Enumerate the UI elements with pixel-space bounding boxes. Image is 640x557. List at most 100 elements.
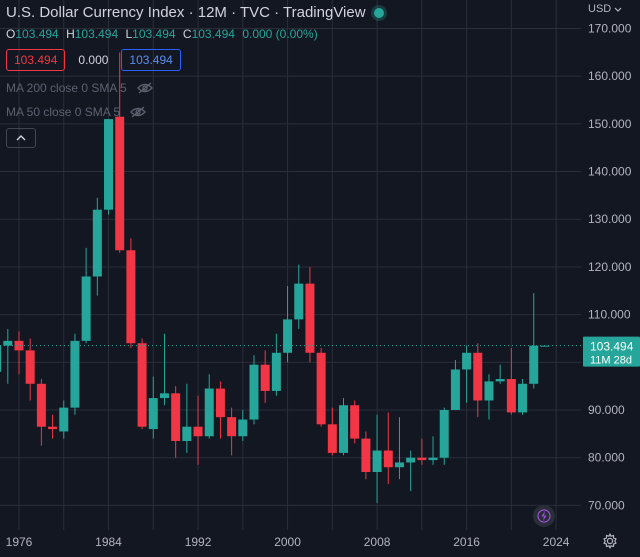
y-tick-label: 90.000: [588, 403, 625, 417]
candle-body: [3, 340, 13, 346]
candle-body: [115, 116, 125, 251]
candle: [3, 328, 13, 384]
candle: [294, 264, 304, 329]
y-tick-label: 170.000: [588, 21, 632, 35]
indicator-label: MA 200 close 0 SMA 5: [6, 81, 127, 95]
candle: [238, 410, 248, 442]
candle-body: [25, 350, 35, 384]
candle: [406, 450, 416, 492]
candle: [148, 376, 158, 439]
candle-body: [271, 352, 281, 391]
candle-body: [417, 457, 427, 461]
ohlc-change: 0.000 (0.00%): [242, 27, 318, 41]
x-tick-label: 1976: [6, 535, 33, 549]
ohlc-open-value: 103.494: [15, 27, 59, 41]
currency-selector[interactable]: USD: [588, 3, 622, 15]
chevron-down-icon: [614, 7, 622, 12]
candle: [529, 293, 539, 389]
candle: [361, 431, 371, 480]
candle-body: [0, 345, 2, 372]
lightning-icon: [537, 509, 551, 523]
ohlc-high-label: H: [66, 27, 75, 41]
candle-body: [148, 398, 158, 430]
x-axis[interactable]: 1976 1984 1992 2000 2008 2016 2024: [6, 535, 570, 549]
candle: [104, 119, 114, 215]
candle-body: [350, 405, 360, 439]
candle: [316, 348, 326, 427]
candle-body: [36, 383, 46, 427]
candle: [0, 345, 2, 372]
trade-boxes: 103.494 0.000 103.494: [6, 49, 181, 71]
candle-body: [81, 276, 91, 341]
indicator-label: MA 50 close 0 SMA 5: [6, 105, 121, 119]
x-tick-label: 2000: [274, 535, 301, 549]
x-tick-label: 1992: [185, 535, 212, 549]
ohlc-low-label: L: [125, 27, 133, 41]
candle: [36, 379, 46, 446]
buy-price-button[interactable]: 103.494: [121, 49, 181, 71]
currency-label: USD: [588, 3, 612, 15]
candle: [394, 417, 404, 480]
candle-body: [473, 352, 483, 401]
candle: [439, 407, 449, 465]
candle: [506, 348, 516, 415]
candle-body: [518, 383, 528, 413]
candle-body: [316, 352, 326, 425]
candle: [428, 436, 438, 465]
candle-body: [70, 340, 80, 408]
candle: [372, 414, 382, 504]
candle: [462, 345, 472, 403]
candle: [137, 338, 147, 430]
candle-body: [406, 457, 416, 463]
market-status-icon: [373, 8, 384, 19]
x-tick-label: 2024: [543, 535, 570, 549]
x-tick-label: 2008: [364, 535, 391, 549]
candle: [14, 331, 24, 375]
candle: [417, 438, 427, 465]
candle-body: [495, 379, 505, 382]
ohlc-high-value: 103.494: [74, 27, 119, 41]
candle-body: [126, 250, 136, 344]
eye-off-icon[interactable]: [130, 106, 146, 118]
gear-icon[interactable]: [602, 533, 618, 549]
candle-body: [227, 417, 237, 437]
candle-body: [394, 462, 404, 468]
candle: [227, 407, 237, 456]
candle-body: [159, 393, 169, 399]
eye-off-icon[interactable]: [136, 82, 153, 94]
collapse-legend-button[interactable]: [6, 128, 36, 148]
candle-body: [92, 209, 102, 277]
candle-body: [529, 345, 539, 384]
y-tick-label: 140.000: [588, 165, 632, 179]
candle-body: [14, 340, 24, 351]
candle: [215, 381, 225, 439]
candle-body: [428, 457, 438, 461]
ohlc-low-value: 103.494: [132, 27, 176, 41]
candle: [495, 364, 505, 384]
candle: [182, 383, 192, 453]
y-tick-label: 110.000: [588, 308, 631, 322]
y-tick-label: 160.000: [588, 69, 632, 83]
candle: [518, 379, 528, 415]
candle-body: [383, 450, 393, 468]
candle-body: [260, 364, 270, 391]
candle-body: [439, 410, 449, 458]
lightning-button[interactable]: [533, 505, 555, 527]
last-price-value: 103.494: [590, 340, 634, 354]
candle: [81, 247, 91, 344]
ohlc-open-label: O: [6, 27, 16, 41]
candle: [70, 333, 80, 415]
indicator-ma50[interactable]: MA 50 close 0 SMA 5: [6, 105, 146, 119]
ohlc-close-value: 103.494: [191, 27, 235, 41]
candle: [59, 400, 69, 439]
sell-price-button[interactable]: 103.494: [6, 49, 66, 71]
candle: [305, 266, 315, 363]
indicator-ma200[interactable]: MA 200 close 0 SMA 5: [6, 81, 153, 95]
candle: [350, 400, 360, 444]
candle-body: [462, 352, 472, 370]
candle: [473, 343, 483, 418]
candle-body: [506, 379, 516, 413]
